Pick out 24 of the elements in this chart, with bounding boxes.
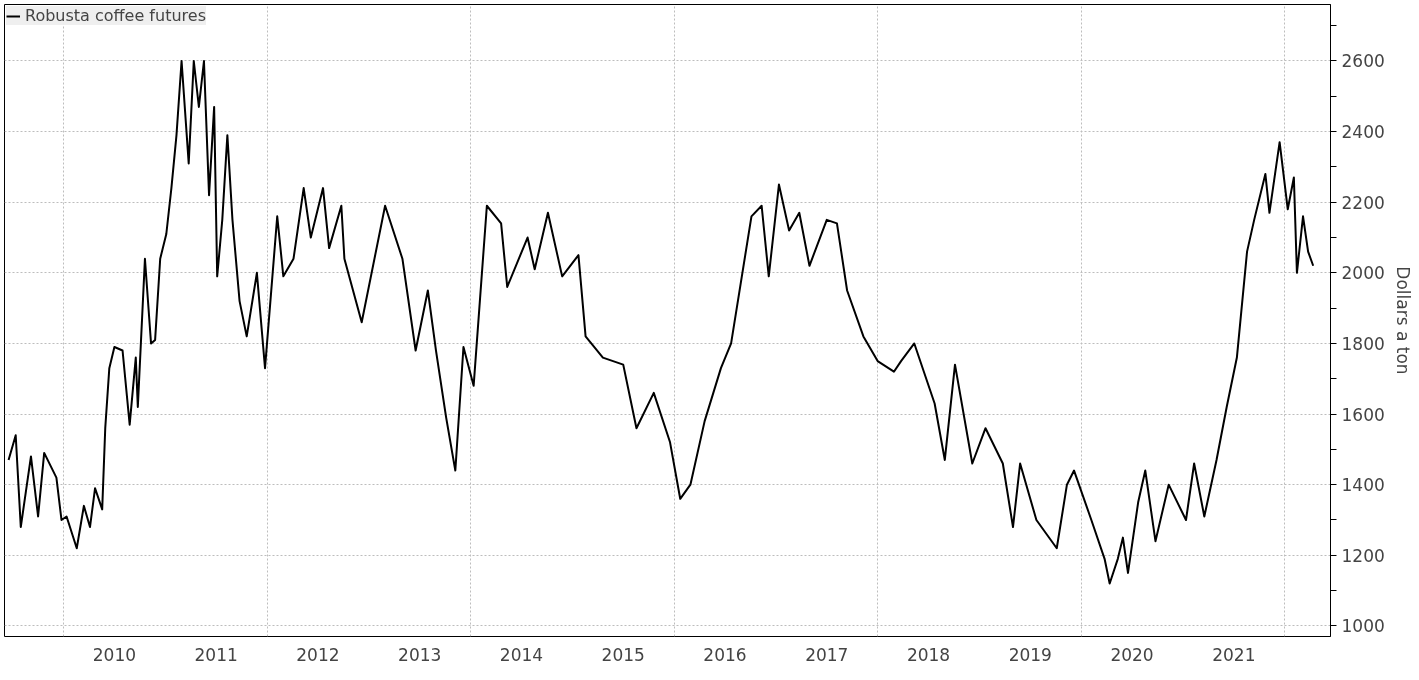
- y-tick-label: 1400: [1341, 475, 1385, 496]
- x-tick-label: 2010: [92, 644, 137, 665]
- x-tick-label: 2017: [805, 644, 849, 665]
- x-tick-label: 2014: [499, 644, 544, 665]
- x-tick-label: 2013: [398, 644, 442, 665]
- legend-label: Robusta coffee futures: [25, 6, 206, 25]
- x-tick-label: 2020: [1110, 644, 1154, 665]
- x-tick-label: 2018: [906, 644, 951, 665]
- y-tick-label: 2200: [1341, 192, 1385, 213]
- y-tick-label: 1800: [1341, 333, 1385, 354]
- y-axis-title: Dollars a ton: [1392, 266, 1413, 375]
- x-tick-label: 2015: [601, 644, 645, 665]
- x-tick-label: 2011: [194, 644, 238, 665]
- y-tick-label: 1000: [1341, 616, 1385, 637]
- y-tick-label: 2400: [1341, 122, 1385, 143]
- y-tick-label: 1600: [1341, 404, 1385, 425]
- x-tick-label: 2012: [296, 644, 340, 665]
- y-tick-label: 1200: [1341, 545, 1385, 566]
- x-tick-label: 2021: [1212, 644, 1256, 665]
- line-series: [7, 59, 1315, 585]
- y-tick-label: 2600: [1341, 51, 1385, 72]
- x-tick-label: 2016: [703, 644, 747, 665]
- y-tick-label: 2000: [1341, 263, 1385, 284]
- x-tick-label: 2019: [1008, 644, 1052, 665]
